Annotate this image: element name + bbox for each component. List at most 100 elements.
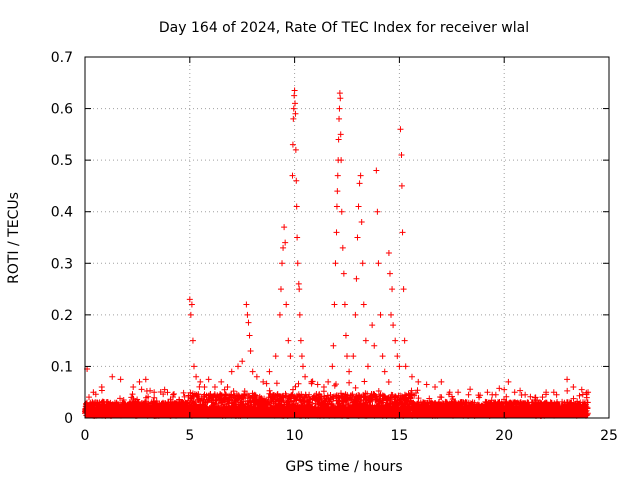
data-point <box>298 353 305 360</box>
data-point <box>570 384 577 391</box>
data-point <box>276 311 283 318</box>
data-point <box>564 376 571 383</box>
data-point <box>397 126 404 133</box>
data-point <box>188 301 195 308</box>
data-points <box>84 87 592 403</box>
data-point <box>260 378 267 385</box>
data-point <box>338 157 345 164</box>
data-point <box>356 180 363 187</box>
data-point <box>364 363 371 370</box>
data-point <box>476 394 483 401</box>
data-point <box>339 244 346 251</box>
data-point <box>355 203 362 210</box>
data-point <box>136 378 143 385</box>
data-point <box>585 389 592 396</box>
data-point <box>161 386 168 393</box>
data-point <box>386 270 393 277</box>
x-tick-label: 0 <box>81 428 90 444</box>
data-point <box>438 378 445 385</box>
data-point <box>190 363 197 370</box>
data-point <box>294 260 301 267</box>
data-point <box>379 353 386 360</box>
data-point <box>239 358 246 365</box>
data-point <box>446 389 453 396</box>
data-point <box>211 384 218 391</box>
plot-frame <box>84 56 610 419</box>
data-point <box>381 368 388 375</box>
data-point <box>374 208 381 215</box>
data-point <box>392 337 399 344</box>
data-point <box>389 286 396 293</box>
data-point <box>359 260 366 267</box>
data-point <box>331 301 338 308</box>
data-point <box>338 208 345 215</box>
data-point <box>342 332 349 339</box>
grid-lines <box>85 57 609 418</box>
data-point <box>243 301 250 308</box>
data-point <box>329 363 336 370</box>
x-tick-label: 5 <box>185 428 194 444</box>
x-axis-ticks: 0 5 10 15 20 25 <box>81 57 618 444</box>
data-point <box>186 296 193 303</box>
y-tick-label: 0.2 <box>51 308 73 324</box>
data-point <box>289 172 296 179</box>
data-point <box>283 301 290 308</box>
x-tick-label: 20 <box>495 428 513 444</box>
data-point <box>296 311 303 318</box>
data-point <box>294 234 301 241</box>
data-point <box>197 378 204 385</box>
data-point <box>399 229 406 236</box>
data-point <box>293 177 300 184</box>
data-point <box>266 368 273 375</box>
data-point <box>291 92 298 99</box>
data-point <box>228 368 235 375</box>
data-point <box>189 337 196 344</box>
data-point <box>246 332 253 339</box>
data-point <box>373 167 380 174</box>
data-point <box>388 311 395 318</box>
x-tick-label: 10 <box>286 428 304 444</box>
data-point <box>280 244 287 251</box>
y-axis-ticks: 0 0.1 0.2 0.3 0.4 0.5 0.6 0.7 <box>51 50 609 427</box>
data-point <box>151 389 158 396</box>
data-point <box>398 151 405 158</box>
data-point <box>336 105 343 112</box>
data-point <box>357 172 364 179</box>
data-point <box>511 389 518 396</box>
data-point <box>398 182 405 189</box>
data-point <box>224 384 231 391</box>
data-point <box>337 131 344 138</box>
data-point <box>272 353 279 360</box>
data-point <box>205 376 212 383</box>
data-point <box>279 260 286 267</box>
data-point <box>333 229 340 236</box>
data-point <box>176 396 183 403</box>
data-point <box>396 363 403 370</box>
data-point <box>193 373 200 380</box>
data-point <box>336 115 343 122</box>
data-point <box>290 105 297 112</box>
data-point <box>501 386 508 393</box>
data-point <box>249 368 256 375</box>
data-floor-band <box>82 378 591 419</box>
data-point <box>352 311 359 318</box>
data-point <box>98 384 105 391</box>
data-point <box>235 363 242 370</box>
y-tick-label: 0.4 <box>51 205 73 221</box>
data-point <box>358 219 365 226</box>
data-point <box>332 260 339 267</box>
data-point <box>340 270 347 277</box>
data-point <box>218 378 225 385</box>
data-point <box>336 90 343 97</box>
data-point <box>578 386 585 393</box>
data-point <box>170 391 177 398</box>
data-point <box>296 286 303 293</box>
data-point <box>432 384 439 391</box>
data-point <box>455 389 462 396</box>
data-point <box>334 172 341 179</box>
data-point <box>465 391 472 398</box>
data-point <box>371 342 378 349</box>
data-point <box>335 136 342 143</box>
data-point <box>532 394 539 401</box>
